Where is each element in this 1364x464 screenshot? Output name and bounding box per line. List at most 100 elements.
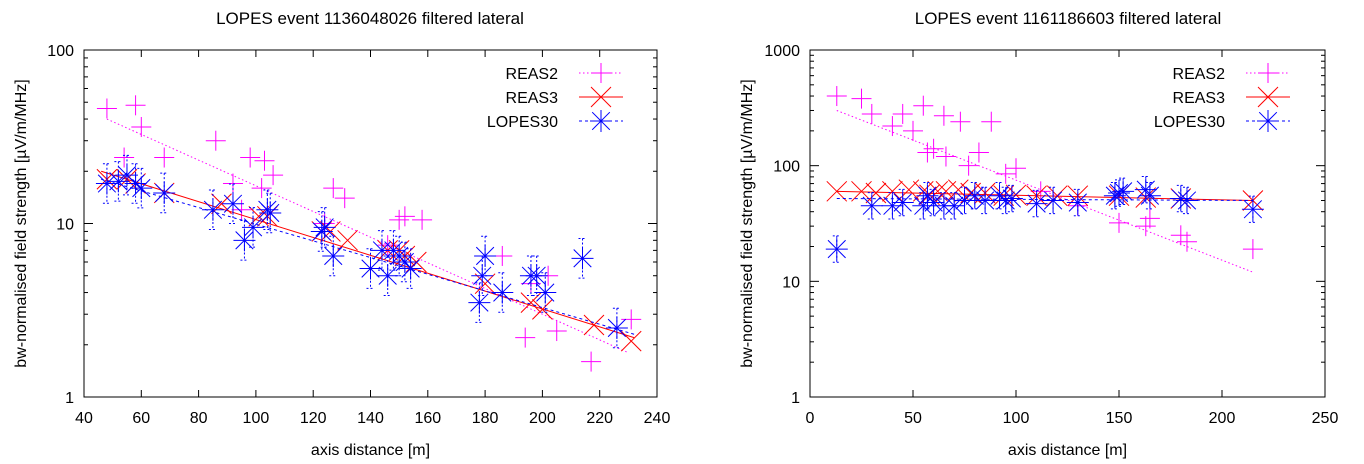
series-reas2 xyxy=(96,95,642,372)
data-point xyxy=(1176,231,1197,252)
error-bar xyxy=(481,235,490,277)
x-tick-label: 180 xyxy=(472,410,499,427)
data-point xyxy=(1025,192,1048,215)
legend-marker xyxy=(1257,86,1279,108)
data-point xyxy=(882,116,903,137)
legend-label: REAS2 xyxy=(1173,66,1226,83)
y-tick-label: 1 xyxy=(65,390,74,407)
fit-line xyxy=(101,170,635,339)
x-tick-label: 240 xyxy=(644,410,671,427)
error-bar xyxy=(526,255,535,296)
data-point xyxy=(525,264,548,287)
error-bar xyxy=(329,235,338,277)
data-point xyxy=(943,194,966,217)
y-tick-label: 10 xyxy=(782,274,800,291)
data-point xyxy=(1135,216,1156,237)
error-bar xyxy=(366,248,375,289)
data-point xyxy=(919,184,940,206)
data-point xyxy=(233,229,256,252)
data-point xyxy=(412,209,433,230)
x-tick-label: 200 xyxy=(529,410,556,427)
data-point xyxy=(1103,184,1126,207)
plot-frame xyxy=(809,49,1326,398)
data-point xyxy=(1139,208,1160,229)
error-bar xyxy=(578,238,587,279)
data-point xyxy=(95,172,118,195)
error-bar xyxy=(532,255,541,296)
error-bar xyxy=(317,211,326,252)
chart-left: LOPES event 1136048026 filtered lateral 4… xyxy=(13,9,670,459)
error-bar xyxy=(475,282,484,323)
error-bar xyxy=(541,272,550,313)
data-point xyxy=(995,163,1016,184)
data-point xyxy=(313,216,336,239)
data-point xyxy=(968,142,989,163)
data-point xyxy=(322,244,345,267)
data-point xyxy=(981,111,1002,132)
data-point xyxy=(865,182,887,204)
data-point xyxy=(491,281,514,304)
error-bar xyxy=(498,272,507,313)
y-axis-label: bw-normalised field strength [µV/m/MHz] xyxy=(13,79,30,367)
data-point xyxy=(310,220,333,243)
legend-marker xyxy=(590,110,612,132)
data-point xyxy=(240,147,261,168)
legend-label: REAS3 xyxy=(506,90,559,107)
data-point xyxy=(923,138,944,159)
data-point xyxy=(474,273,496,295)
legend-label: LOPES30 xyxy=(487,114,558,131)
series-lopes30 xyxy=(95,154,635,349)
data-point xyxy=(950,111,971,132)
data-point xyxy=(534,281,557,304)
data-point xyxy=(912,194,935,217)
error-bar xyxy=(122,154,131,196)
data-point xyxy=(125,95,146,116)
x-tick-label: 200 xyxy=(1209,410,1236,427)
x-tick-label: 160 xyxy=(414,410,441,427)
data-point xyxy=(251,178,272,199)
data-point xyxy=(826,86,847,107)
chart-title: LOPES event 1136048026 filtered lateral xyxy=(216,9,524,28)
fit-line xyxy=(101,178,635,335)
error-bar xyxy=(228,183,237,224)
data-point xyxy=(963,184,986,207)
data-point xyxy=(583,314,605,336)
data-point xyxy=(882,180,903,202)
chart-right: LOPES event 1161186603 filtered lateral 0… xyxy=(739,9,1338,459)
x-tick-label: 50 xyxy=(904,410,922,427)
error-bar xyxy=(263,189,272,231)
data-point xyxy=(1242,239,1263,260)
data-point xyxy=(114,147,135,168)
legend-label: REAS2 xyxy=(506,66,559,83)
data-point xyxy=(337,229,358,251)
data-point xyxy=(860,194,883,217)
error-bar xyxy=(249,207,258,248)
data-point xyxy=(263,165,284,186)
data-point xyxy=(571,247,594,270)
data-point xyxy=(1108,182,1130,205)
data-point xyxy=(891,191,914,214)
x-tick-label: 100 xyxy=(1003,410,1030,427)
data-point xyxy=(917,142,938,163)
data-point xyxy=(231,199,252,220)
data-point xyxy=(259,201,282,224)
data-point xyxy=(953,189,976,212)
error-bar xyxy=(395,235,404,277)
data-point xyxy=(913,95,934,116)
legend-label: REAS3 xyxy=(1173,90,1226,107)
fit-line xyxy=(836,110,1254,273)
x-tick-label: 140 xyxy=(357,410,384,427)
data-point xyxy=(242,216,265,239)
data-point xyxy=(1112,180,1135,203)
y-tick-label: 1000 xyxy=(764,43,800,60)
error-bar xyxy=(389,230,398,271)
data-point xyxy=(399,257,422,280)
data-point xyxy=(1170,225,1191,246)
data-point xyxy=(96,98,117,119)
data-point xyxy=(474,244,497,267)
x-tick-label: 220 xyxy=(586,410,613,427)
data-point xyxy=(1175,189,1198,212)
fit-line xyxy=(106,118,629,354)
data-point xyxy=(1042,189,1065,212)
